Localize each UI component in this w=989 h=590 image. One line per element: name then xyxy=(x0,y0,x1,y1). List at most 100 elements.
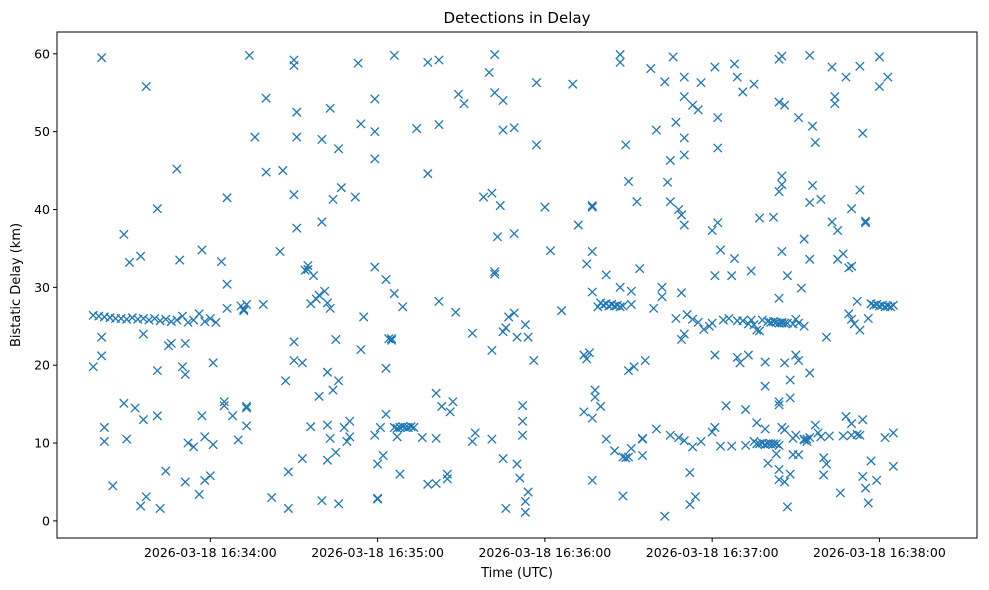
data-point-marker xyxy=(687,314,698,324)
data-point-marker xyxy=(333,499,344,509)
data-point-marker xyxy=(331,447,341,458)
data-point-marker xyxy=(671,313,681,324)
data-point-marker xyxy=(760,357,770,367)
data-point-marker xyxy=(651,125,662,135)
data-point-marker xyxy=(96,53,107,63)
data-point-marker xyxy=(448,397,458,407)
data-point-marker xyxy=(621,140,631,150)
data-point-marker xyxy=(805,432,815,443)
data-point-marker xyxy=(370,262,380,272)
data-point-marker xyxy=(370,430,380,440)
data-point-marker xyxy=(807,121,818,131)
data-point-marker xyxy=(328,194,338,205)
data-point-marker xyxy=(718,315,728,325)
data-point-marker xyxy=(774,97,784,107)
data-point-marker xyxy=(805,50,815,61)
data-point-marker xyxy=(517,430,528,440)
x-axis-label: Time (UTC) xyxy=(480,566,553,581)
data-point-marker xyxy=(517,416,528,426)
data-point-marker xyxy=(88,362,98,372)
data-point-marker xyxy=(738,87,748,97)
data-point-marker xyxy=(676,288,687,298)
data-point-marker xyxy=(648,303,659,314)
data-point-marker xyxy=(442,474,452,484)
data-point-marker xyxy=(618,491,628,501)
data-point-marker xyxy=(819,453,829,463)
data-point-marker xyxy=(715,245,726,255)
data-point-marker xyxy=(239,304,249,314)
data-point-marker xyxy=(515,473,525,483)
data-point-marker xyxy=(453,89,464,99)
data-point-marker xyxy=(434,119,444,130)
data-point-marker xyxy=(495,200,505,211)
data-point-marker xyxy=(437,401,447,412)
data-point-marker xyxy=(874,81,885,92)
data-point-marker xyxy=(690,492,701,502)
data-point-marker xyxy=(138,329,149,339)
data-point-marker xyxy=(844,263,854,273)
data-point-marker xyxy=(855,430,865,440)
data-point-marker xyxy=(342,436,352,447)
data-point-marker xyxy=(523,332,533,342)
data-point-marker xyxy=(785,375,795,385)
data-point-marker xyxy=(144,315,154,325)
data-point-marker xyxy=(799,435,809,445)
data-point-marker xyxy=(782,502,793,512)
data-point-marker xyxy=(188,442,199,452)
data-point-marker xyxy=(665,155,675,166)
x-tick-label: 2026-03-18 16:37:00 xyxy=(646,545,779,560)
data-point-marker xyxy=(696,77,706,88)
data-point-marker xyxy=(830,91,840,102)
data-point-marker xyxy=(729,59,740,69)
data-point-marker xyxy=(774,474,784,485)
data-point-marker xyxy=(863,313,873,324)
data-point-marker xyxy=(858,415,868,425)
data-point-marker xyxy=(124,257,135,268)
data-point-marker xyxy=(183,438,193,448)
data-point-marker xyxy=(434,296,444,307)
data-point-marker xyxy=(381,363,391,373)
data-point-marker xyxy=(135,501,146,511)
data-point-marker xyxy=(779,477,790,487)
data-point-marker xyxy=(805,254,815,264)
data-point-marker xyxy=(322,367,333,377)
data-point-marker xyxy=(292,223,302,233)
data-point-marker xyxy=(122,314,132,324)
data-point-marker xyxy=(824,431,834,441)
data-point-marker xyxy=(584,348,595,358)
data-point-marker xyxy=(172,315,182,325)
data-point-marker xyxy=(710,62,720,72)
data-point-marker xyxy=(372,459,383,469)
data-point-marker xyxy=(855,325,865,335)
data-point-marker xyxy=(863,498,873,508)
data-point-marker xyxy=(99,436,110,447)
data-point-marker xyxy=(805,368,815,378)
data-point-marker xyxy=(490,88,500,98)
data-point-marker xyxy=(172,164,182,174)
data-point-marker xyxy=(713,143,723,153)
data-point-marker xyxy=(640,355,650,366)
data-point-marker xyxy=(152,204,163,214)
data-point-marker xyxy=(746,266,756,276)
data-point-marker xyxy=(858,128,868,138)
data-point-marker xyxy=(233,435,243,445)
data-point-marker xyxy=(317,217,327,227)
data-point-marker xyxy=(587,413,597,423)
data-point-marker xyxy=(623,176,634,187)
data-point-marker xyxy=(752,325,762,335)
data-point-marker xyxy=(796,283,807,293)
data-point-marker xyxy=(442,469,452,479)
data-point-marker xyxy=(752,418,762,428)
data-point-marker xyxy=(244,50,255,61)
data-point-marker xyxy=(888,428,899,438)
data-point-marker xyxy=(819,470,829,480)
data-point-marker xyxy=(155,503,165,514)
data-point-marker xyxy=(509,228,519,239)
data-point-marker xyxy=(386,334,397,344)
x-axis-ticks: 2026-03-18 16:34:00 2026-03-18 16:35:00 20… xyxy=(144,538,946,560)
data-point-marker xyxy=(222,193,232,203)
data-point-marker xyxy=(685,499,695,510)
data-point-marker xyxy=(501,503,511,514)
data-point-marker xyxy=(325,103,335,113)
data-point-marker xyxy=(197,245,207,255)
